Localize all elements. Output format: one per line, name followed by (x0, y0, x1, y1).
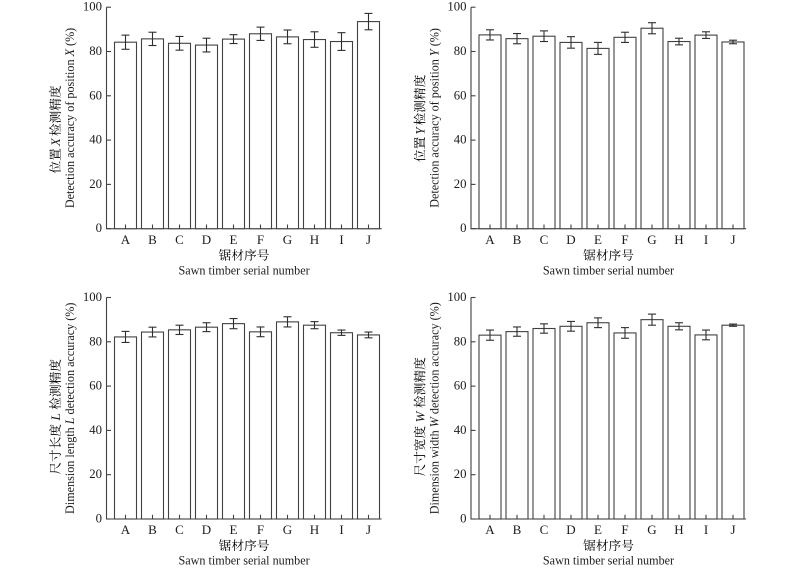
svg-text:I: I (704, 522, 708, 537)
svg-text:B: B (148, 522, 157, 537)
svg-text:100: 100 (83, 290, 102, 304)
svg-text:20: 20 (89, 177, 102, 191)
svg-text:Sawn timber serial number: Sawn timber serial number (543, 263, 674, 277)
svg-text:Sawn timber serial number: Sawn timber serial number (179, 263, 310, 277)
svg-text:0: 0 (460, 512, 466, 526)
svg-text:G: G (283, 232, 292, 247)
svg-text:C: C (175, 232, 184, 247)
svg-text:A: A (121, 232, 131, 247)
svg-text:H: H (310, 232, 319, 247)
svg-text:G: G (647, 522, 656, 537)
svg-text:40: 40 (454, 423, 467, 437)
svg-text:0: 0 (96, 512, 102, 526)
svg-text:F: F (621, 522, 628, 537)
svg-text:F: F (621, 232, 628, 247)
svg-text:E: E (230, 522, 238, 537)
svg-text:60: 60 (89, 88, 102, 102)
svg-text:A: A (121, 522, 131, 537)
svg-text:F: F (257, 522, 264, 537)
svg-text:Dimension width W detection ac: Dimension width W detection accuracy (%) (428, 302, 442, 514)
svg-text:J: J (730, 522, 735, 537)
svg-text:100: 100 (447, 290, 466, 304)
svg-text:X: X (48, 137, 63, 147)
svg-text:E: E (230, 232, 238, 247)
svg-text:A: A (485, 232, 495, 247)
svg-text:J: J (366, 522, 371, 537)
svg-text:G: G (283, 522, 292, 537)
svg-text:E: E (594, 232, 602, 247)
svg-text:L: L (48, 413, 63, 421)
svg-text:Detection accuracy of position: Detection accuracy of position X (%) (63, 28, 77, 208)
svg-text:40: 40 (89, 423, 102, 437)
svg-text:W: W (412, 410, 427, 422)
svg-text:B: B (148, 232, 157, 247)
svg-text:20: 20 (454, 467, 467, 481)
svg-text:60: 60 (454, 379, 467, 393)
svg-text:40: 40 (89, 133, 102, 147)
svg-text:80: 80 (454, 44, 467, 58)
svg-text:Dimension length L detection a: Dimension length L detection accuracy (%… (63, 303, 77, 514)
svg-text:60: 60 (454, 88, 467, 102)
svg-text:20: 20 (454, 177, 467, 191)
svg-text:80: 80 (89, 334, 102, 348)
svg-text:100: 100 (83, 0, 102, 14)
svg-text:60: 60 (89, 379, 102, 393)
svg-text:100: 100 (447, 0, 466, 14)
svg-text:D: D (202, 232, 211, 247)
svg-text:I: I (339, 522, 343, 537)
svg-text:80: 80 (454, 334, 467, 348)
svg-text:D: D (202, 522, 211, 537)
svg-text:D: D (566, 232, 575, 247)
svg-text:C: C (540, 232, 549, 247)
svg-text:Sawn timber serial number: Sawn timber serial number (179, 554, 310, 568)
svg-text:80: 80 (89, 44, 102, 58)
svg-text:B: B (513, 522, 522, 537)
svg-text:A: A (485, 522, 495, 537)
svg-text:C: C (540, 522, 549, 537)
svg-text:B: B (513, 232, 522, 247)
svg-text:E: E (594, 522, 602, 537)
svg-text:0: 0 (96, 221, 102, 235)
svg-text:I: I (704, 232, 708, 247)
svg-text:40: 40 (454, 133, 467, 147)
svg-text:H: H (674, 522, 683, 537)
svg-text:H: H (674, 232, 683, 247)
svg-text:Sawn timber serial number: Sawn timber serial number (543, 554, 674, 568)
svg-text:Y: Y (412, 126, 427, 135)
svg-text:H: H (310, 522, 319, 537)
svg-text:I: I (339, 232, 343, 247)
svg-text:D: D (566, 522, 575, 537)
svg-text:20: 20 (89, 467, 102, 481)
svg-text:Detection accuracy of position: Detection accuracy of position Y (%) (428, 28, 442, 208)
svg-text:G: G (647, 232, 656, 247)
svg-text:J: J (366, 232, 371, 247)
svg-text:F: F (257, 232, 264, 247)
svg-text:0: 0 (460, 221, 466, 235)
svg-text:J: J (730, 232, 735, 247)
svg-text:C: C (175, 522, 184, 537)
